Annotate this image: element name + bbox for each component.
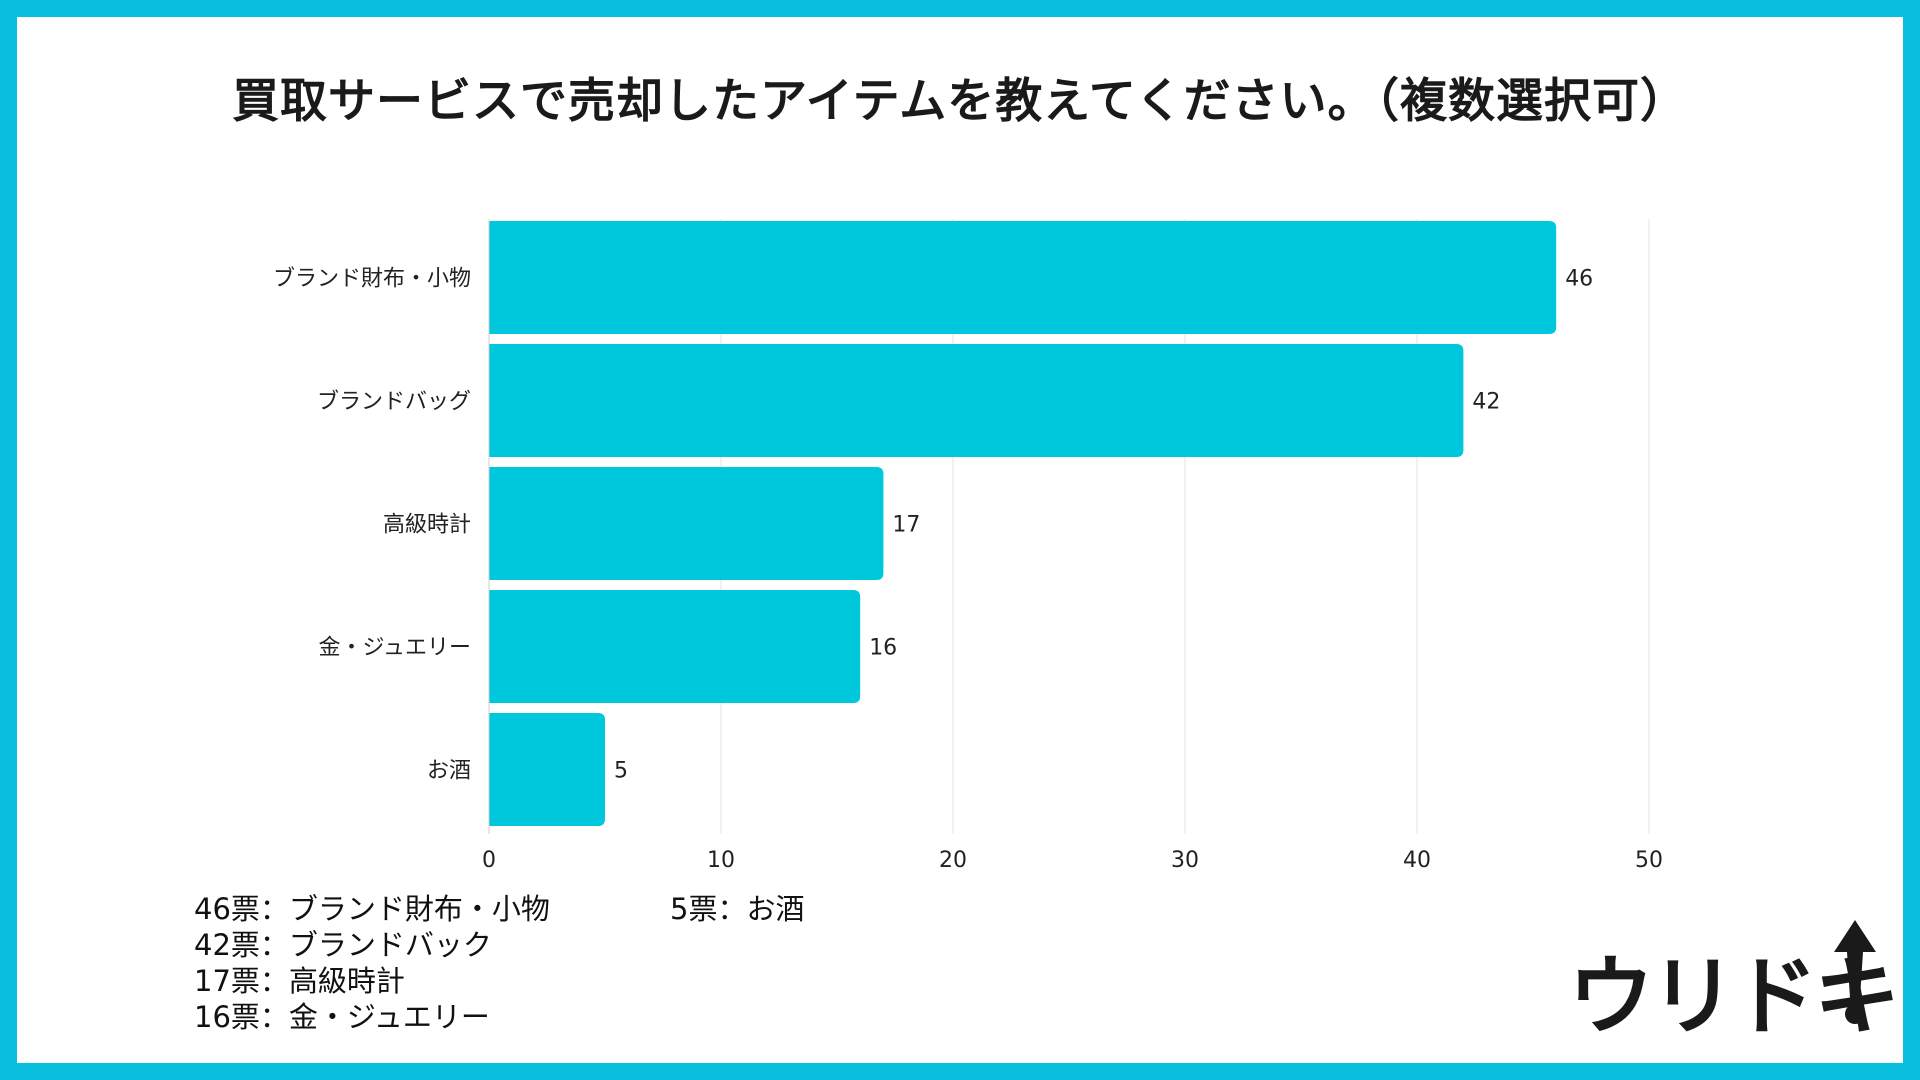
bar (489, 344, 1464, 457)
bar (489, 713, 605, 826)
bar (489, 467, 884, 580)
x-tick-label: 20 (939, 848, 967, 873)
chart-title: 買取サービスで売却したアイテムを教えてください。（複数選択可） (231, 74, 1689, 129)
logo-text: ウリドキ (1568, 947, 1900, 1047)
x-tick-label: 0 (482, 848, 496, 873)
logo: ウリドキ (1568, 918, 1900, 1047)
category-label: お酒 (427, 759, 471, 784)
data-label: 17 (892, 513, 920, 538)
category-label: ブランドバッグ (317, 390, 471, 415)
bar (489, 590, 861, 703)
legend-note: 16票：金・ジュエリー (194, 1000, 490, 1034)
legend-note: 17票：高級時計 (194, 964, 405, 998)
x-tick-label: 10 (707, 848, 735, 873)
x-tick-label: 50 (1635, 848, 1663, 873)
x-tick-label: 30 (1171, 848, 1199, 873)
arrow-up-exclamation-icon (1834, 920, 1876, 1024)
category-label: 高級時計 (383, 513, 471, 538)
category-label: ブランド財布・小物 (273, 267, 471, 292)
data-label: 5 (614, 759, 628, 784)
data-label: 16 (869, 636, 897, 661)
chart-card (17, 17, 1903, 1063)
legend-note: 46票：ブランド財布・小物 (194, 892, 550, 926)
bar (489, 221, 1557, 334)
x-tick-label: 40 (1403, 848, 1431, 873)
legend-note: 42票：ブランドバック (194, 928, 492, 962)
data-label: 42 (1472, 390, 1500, 415)
legend-note: 5票：お酒 (670, 892, 805, 926)
category-label: 金・ジュエリー (319, 636, 471, 661)
data-label: 46 (1565, 267, 1593, 292)
